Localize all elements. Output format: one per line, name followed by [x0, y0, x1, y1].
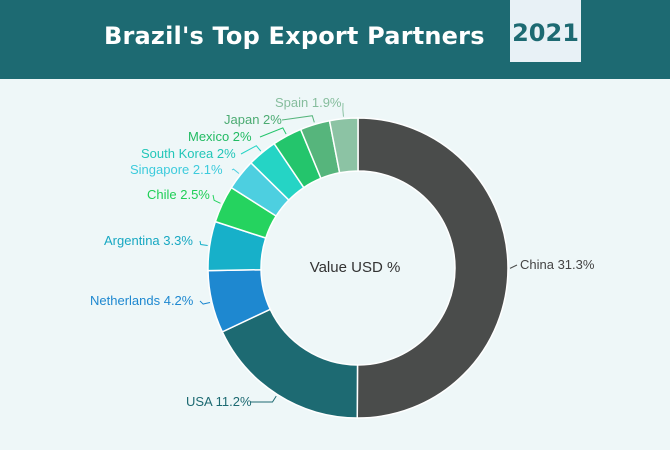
- label-spain: Spain 1.9%: [275, 95, 342, 110]
- leader-netherlands: [199, 300, 211, 305]
- leader-spain: [342, 102, 345, 117]
- center-label: Value USD %: [310, 259, 401, 276]
- label-netherlands: Netherlands 4.2%: [90, 293, 194, 308]
- leader-usa: [249, 395, 277, 403]
- label-argentina: Argentina 3.3%: [104, 233, 193, 248]
- leader-argentina: [199, 240, 208, 247]
- label-chile: Chile 2.5%: [147, 187, 210, 202]
- label-singapore: Singapore 2.1%: [130, 162, 223, 177]
- label-china: China 31.3%: [520, 257, 595, 272]
- year-label: 2021: [512, 19, 579, 47]
- leader-south-korea: [240, 145, 262, 155]
- leader-mexico: [259, 127, 287, 138]
- leader-china: [509, 264, 518, 269]
- slice-spain: [328, 117, 359, 174]
- leader-chile: [212, 194, 221, 204]
- header-banner: Brazil's Top Export Partners 2021: [0, 0, 670, 79]
- label-usa: USA 11.2%: [186, 394, 252, 409]
- label-south-korea: South Korea 2%: [141, 146, 236, 161]
- label-japan: Japan 2%: [224, 112, 282, 127]
- label-mexico: Mexico 2%: [188, 129, 252, 144]
- year-badge: 2021: [510, 0, 581, 62]
- chart-title: Brazil's Top Export Partners: [104, 22, 485, 50]
- leader-singapore: [231, 168, 240, 174]
- slice-china: [356, 117, 509, 419]
- leader-japan: [281, 115, 315, 123]
